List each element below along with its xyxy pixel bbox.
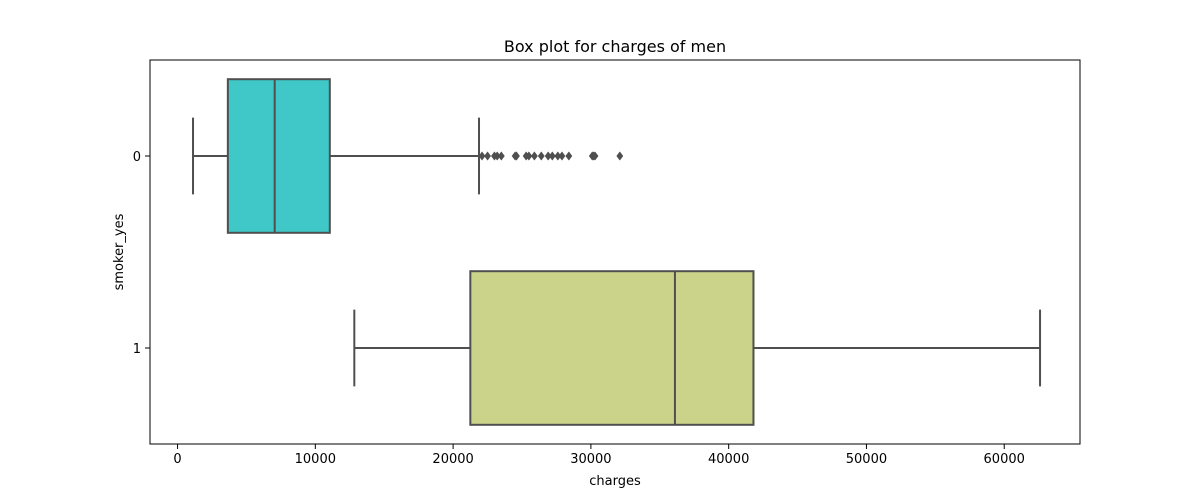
y-axis: 01 — [133, 150, 150, 357]
box-iqr — [226, 78, 331, 234]
outlier-point — [591, 151, 599, 161]
outlier-point — [558, 151, 566, 161]
x-axis: 0 10000 20000 30000 40000 50000 60000 — [173, 444, 1025, 467]
plot-area — [192, 78, 1042, 426]
x-tick-label: 0 — [173, 452, 181, 467]
y-tick-label: 0 — [133, 150, 141, 165]
outlier-point — [525, 151, 533, 161]
x-tick-label: 30000 — [570, 452, 611, 467]
chart-title: Box plot for charges of men — [504, 37, 726, 56]
box-group-1 — [353, 270, 1042, 426]
outlier-point — [497, 151, 505, 161]
x-tick-label: 60000 — [984, 452, 1025, 467]
outlier-point — [616, 151, 624, 161]
x-axis-label: charges — [589, 474, 641, 489]
box-group-0 — [192, 78, 624, 234]
outlier-point — [484, 151, 492, 161]
x-tick-label: 10000 — [295, 452, 336, 467]
outlier-point — [565, 151, 573, 161]
outlier-point — [530, 151, 538, 161]
y-tick-label: 1 — [133, 342, 141, 357]
outlier-point — [478, 151, 486, 161]
outlier-point — [548, 151, 556, 161]
y-axis-label: smoker_yes — [112, 213, 127, 290]
plot-frame — [149, 59, 1081, 445]
x-tick-label: 40000 — [708, 452, 749, 467]
x-tick-label: 50000 — [846, 452, 887, 467]
x-tick-label: 20000 — [432, 452, 473, 467]
box-iqr — [469, 270, 755, 426]
outlier-point — [513, 151, 520, 161]
outlier-point — [537, 151, 545, 161]
